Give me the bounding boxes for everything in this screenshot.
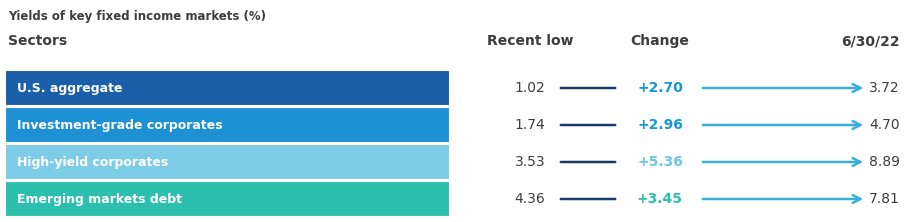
Text: +2.96: +2.96: [637, 118, 683, 132]
Bar: [5, 107, 450, 143]
Text: +3.45: +3.45: [637, 192, 683, 206]
Text: 6/30/22: 6/30/22: [842, 34, 900, 48]
Text: +5.36: +5.36: [637, 155, 683, 169]
Text: Yields of key fixed income markets (%): Yields of key fixed income markets (%): [8, 10, 266, 23]
Text: 4.36: 4.36: [515, 192, 545, 206]
Text: Sectors: Sectors: [8, 34, 67, 48]
Text: 3.53: 3.53: [515, 155, 545, 169]
Bar: [5, 181, 450, 217]
Bar: [5, 144, 450, 180]
Text: Investment-grade corporates: Investment-grade corporates: [17, 119, 223, 131]
Text: U.S. aggregate: U.S. aggregate: [17, 81, 123, 95]
Text: 1.02: 1.02: [515, 81, 545, 95]
Text: Emerging markets debt: Emerging markets debt: [17, 192, 182, 206]
Text: 8.89: 8.89: [869, 155, 900, 169]
Bar: [5, 70, 450, 106]
Text: High-yield corporates: High-yield corporates: [17, 155, 169, 168]
Text: 4.70: 4.70: [869, 118, 900, 132]
Text: 3.72: 3.72: [869, 81, 900, 95]
Text: 7.81: 7.81: [869, 192, 900, 206]
Text: Change: Change: [630, 34, 690, 48]
Text: +2.70: +2.70: [637, 81, 683, 95]
Text: Recent low: Recent low: [486, 34, 573, 48]
Text: 1.74: 1.74: [515, 118, 545, 132]
